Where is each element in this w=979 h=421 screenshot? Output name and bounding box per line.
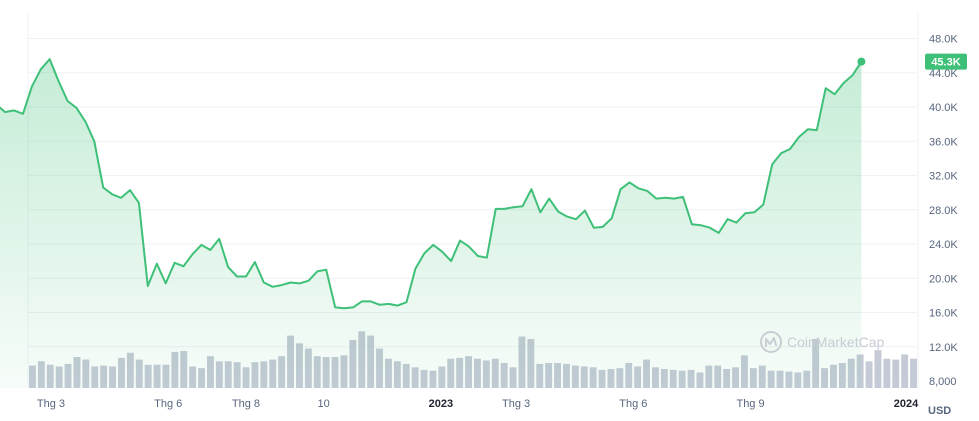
volume-bar <box>901 354 909 388</box>
y-tick-label: 8,000 <box>929 376 957 388</box>
volume-bar <box>883 358 891 388</box>
volume-bar <box>874 350 882 388</box>
x-tick-label: Thg 6 <box>619 398 647 410</box>
coinmarketcap-logo-icon <box>760 331 782 353</box>
current-price-badge: 45.3K <box>925 53 967 70</box>
price-area <box>0 59 862 388</box>
y-tick-label: 40.0K <box>929 102 958 114</box>
y-tick-label: 48.0K <box>929 34 958 46</box>
last-price-dot <box>857 57 866 66</box>
y-tick-label: 24.0K <box>929 239 958 251</box>
currency-unit-label: USD <box>928 405 951 417</box>
y-tick-label: 20.0K <box>929 273 958 285</box>
x-tick-label: 2024 <box>894 398 919 410</box>
y-tick-label: 32.0K <box>929 171 958 183</box>
x-tick-label: Thg 3 <box>37 398 65 410</box>
y-tick-label: 36.0K <box>929 136 958 148</box>
x-tick-label: Thg 3 <box>502 398 530 410</box>
x-tick-label: 10 <box>318 398 330 410</box>
y-tick-label: 28.0K <box>929 205 958 217</box>
watermark: CoinMarketCap <box>760 331 884 353</box>
volume-bar <box>865 361 873 388</box>
y-tick-label: 16.0K <box>929 308 958 320</box>
x-tick-label: Thg 9 <box>736 398 764 410</box>
watermark-text: CoinMarketCap <box>787 334 884 350</box>
volume-bar <box>892 359 900 388</box>
x-axis-ticks: Thg 3 Thg 6 Thg 8 10 2023 Thg 3 Thg 6 Thg 9 2024 <box>37 398 919 410</box>
y-tick-label: 12.0K <box>929 342 958 354</box>
x-tick-label: Thg 8 <box>232 398 260 410</box>
volume-bar <box>910 358 917 388</box>
price-line <box>0 58 863 310</box>
y-axis-ticks: 8,000 12.0K 16.0K 20.0K 24.0K 28.0K 32.0K 36.0K… <box>929 34 958 389</box>
x-tick-label: 2023 <box>429 398 453 410</box>
y-tick-label: 44.0K <box>929 68 958 80</box>
current-price-label: 45.3K <box>931 57 960 69</box>
x-tick-label: Thg 6 <box>154 398 182 410</box>
